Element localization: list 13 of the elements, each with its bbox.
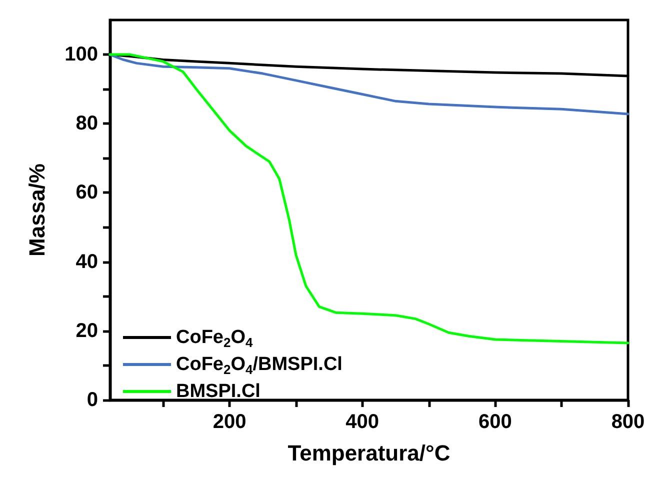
y-tick-label: 0 (86, 389, 98, 411)
legend-label: BMSPI.Cl (176, 381, 260, 402)
y-axis-title: Massa/% (24, 164, 50, 256)
x-axis-title: Temperatura/°C (288, 440, 450, 466)
y-tick-label: 100 (64, 44, 98, 66)
x-tick-label: 800 (611, 411, 645, 433)
y-tick-label: 80 (76, 112, 98, 135)
y-tick-label: 20 (76, 320, 98, 342)
y-tick-label: 40 (76, 250, 98, 273)
x-tick-label: 600 (478, 411, 512, 433)
y-tick-label: 60 (76, 182, 98, 204)
x-tick-label: 200 (212, 411, 246, 433)
x-tick-label: 400 (346, 411, 380, 433)
